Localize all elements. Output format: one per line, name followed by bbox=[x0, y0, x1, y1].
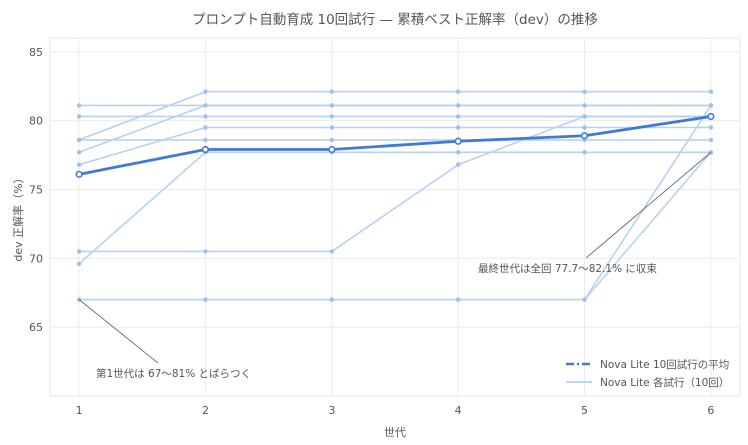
trial-point bbox=[582, 297, 587, 302]
annotation-arrow bbox=[78, 299, 159, 364]
trial-point bbox=[76, 162, 82, 167]
x-tick-label: 2 bbox=[202, 404, 209, 417]
trial-point bbox=[203, 103, 208, 108]
legend-label-mean: Nova Lite 10回試行の平均 bbox=[600, 358, 729, 371]
trial-point bbox=[455, 114, 461, 119]
mean-point bbox=[454, 137, 462, 145]
trial-point bbox=[203, 249, 208, 254]
trial-point bbox=[708, 89, 714, 94]
trial-point bbox=[455, 103, 461, 108]
x-tick-label: 3 bbox=[328, 404, 335, 417]
trial-point bbox=[455, 162, 461, 167]
trial-point bbox=[455, 297, 461, 302]
trial-point bbox=[76, 103, 82, 108]
trial-series-line bbox=[78, 90, 711, 141]
mean-series-line bbox=[78, 115, 712, 176]
x-tick-label: 6 bbox=[707, 404, 714, 417]
x-tick-label: 4 bbox=[455, 404, 462, 417]
annotation-text: 第1世代は 67〜81% とばらつく bbox=[96, 367, 251, 380]
trial-point bbox=[76, 114, 82, 119]
trial-point bbox=[329, 125, 335, 130]
series-group bbox=[75, 89, 715, 302]
trial-point bbox=[582, 150, 587, 155]
trial-point bbox=[203, 297, 208, 302]
legend: Nova Lite 10回試行の平均 Nova Lite 各試行（10回） bbox=[566, 358, 729, 389]
y-axis-label: dev 正解率（%） bbox=[11, 172, 25, 261]
trial-point bbox=[582, 125, 587, 130]
trial-series-line bbox=[79, 151, 712, 301]
trial-series-line bbox=[79, 115, 711, 253]
trial-point bbox=[329, 89, 335, 94]
trial-point bbox=[203, 125, 208, 130]
trial-point bbox=[76, 249, 82, 254]
y-tick-label: 75 bbox=[29, 183, 43, 196]
y-tick-label: 65 bbox=[29, 321, 43, 334]
mean-point bbox=[580, 132, 589, 140]
trial-point bbox=[582, 114, 587, 119]
y-tick-label: 70 bbox=[29, 252, 43, 265]
y-tick-label: 85 bbox=[29, 46, 43, 59]
trial-point bbox=[582, 103, 587, 108]
trial-point bbox=[455, 150, 461, 155]
chart-title: プロンプト自動育成 10回試行 — 累積ベスト正解率（dev）の推移 bbox=[192, 11, 598, 28]
trial-point bbox=[203, 89, 208, 94]
trial-series-line bbox=[78, 151, 711, 265]
trial-series-line bbox=[78, 104, 711, 154]
y-axis: 65 70 75 80 85 bbox=[29, 46, 43, 334]
plot-frame bbox=[49, 37, 741, 397]
trial-point bbox=[582, 89, 587, 94]
trial-point bbox=[455, 125, 461, 130]
trial-point bbox=[76, 137, 82, 143]
annotation-arrow bbox=[585, 151, 712, 259]
trial-point bbox=[203, 137, 208, 143]
trial-point bbox=[76, 261, 82, 267]
mean-point bbox=[328, 145, 336, 154]
mean-point bbox=[707, 112, 715, 121]
x-tick-label: 5 bbox=[581, 404, 588, 417]
trial-point bbox=[708, 137, 714, 143]
trial-point bbox=[455, 89, 461, 94]
trial-point bbox=[708, 125, 714, 130]
trial-series-line bbox=[78, 126, 711, 166]
grid bbox=[50, 38, 740, 396]
trial-point bbox=[329, 114, 335, 119]
x-tick-label: 1 bbox=[76, 404, 83, 417]
annotation-text: 最終世代は全回 77.7〜82.1% に収束 bbox=[478, 262, 657, 275]
annotations: 第1世代は 67〜81% とばらつく 最終世代は全回 77.7〜82.1% に収束 bbox=[78, 151, 712, 380]
y-tick-label: 80 bbox=[29, 115, 43, 128]
trial-point bbox=[329, 249, 335, 254]
trial-point bbox=[329, 137, 335, 143]
x-axis-label: 世代 bbox=[384, 426, 406, 439]
x-axis: 1 2 3 4 5 6 bbox=[76, 404, 715, 417]
trial-point bbox=[76, 150, 82, 155]
legend-label-trial: Nova Lite 各試行（10回） bbox=[600, 376, 729, 389]
trial-point bbox=[329, 103, 335, 108]
trial-point bbox=[708, 103, 714, 108]
mean-point bbox=[75, 170, 83, 178]
mean-point bbox=[201, 145, 210, 154]
trial-point bbox=[329, 297, 335, 302]
trial-point bbox=[203, 114, 208, 119]
